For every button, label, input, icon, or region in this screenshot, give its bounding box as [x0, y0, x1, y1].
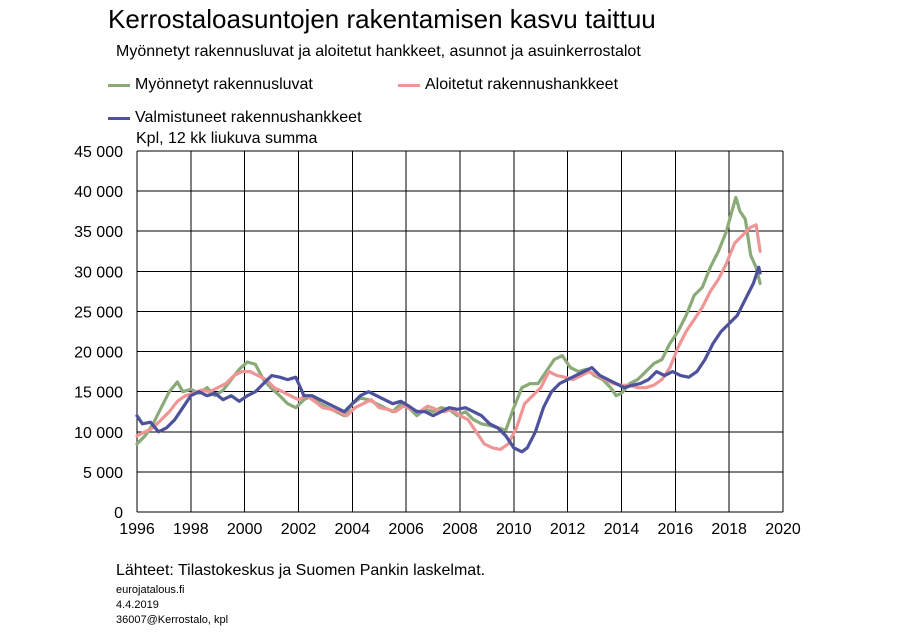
x-tick-label: 2002 — [281, 521, 317, 538]
x-tick-label: 2000 — [227, 521, 263, 538]
site-text: eurojatalous.fi — [116, 584, 185, 596]
y-tick-label: 5 000 — [83, 465, 123, 482]
y-tick-label: 45 000 — [74, 144, 123, 161]
legend-item-blue: Valmistuneet rakennushankkeet — [108, 107, 362, 129]
y-tick-label: 15 000 — [74, 385, 123, 402]
x-tick-label: 2020 — [765, 521, 801, 538]
x-tick-label: 1998 — [173, 521, 209, 538]
legend-item-pink: Aloitetut rakennushankkeet — [398, 74, 618, 96]
x-tick-label: 2006 — [388, 521, 424, 538]
legend-item-green: Myönnetyt rakennusluvat — [108, 74, 313, 96]
x-tick-label: 2010 — [496, 521, 532, 538]
series-line-2 — [135, 265, 762, 454]
y-tick-label: 20 000 — [74, 345, 123, 362]
x-tick-label: 2016 — [658, 521, 694, 538]
legend-swatch-pink — [398, 83, 420, 87]
series-line-1 — [135, 223, 762, 451]
chart-subtitle: Myönnetyt rakennusluvat ja aloitetut han… — [116, 43, 641, 60]
code-text: 36007@Kerrostalo, kpl — [116, 614, 229, 626]
x-tick-label: 2014 — [604, 521, 640, 538]
x-tick-label: 2004 — [335, 521, 371, 538]
y-tick-label: 0 — [114, 505, 123, 522]
x-tick-label: 2008 — [442, 521, 478, 538]
date-text: 4.4.2019 — [116, 599, 159, 611]
y-tick-label: 25 000 — [74, 304, 123, 321]
x-tick-label: 2018 — [711, 521, 747, 538]
legend-swatch-green — [108, 83, 130, 87]
series-line-0 — [135, 195, 762, 446]
y-tick-label: 10 000 — [74, 425, 123, 442]
legend-label-pink: Aloitetut rakennushankkeet — [425, 76, 619, 93]
x-tick-label: 2012 — [550, 521, 586, 538]
legend-swatch-blue — [108, 116, 130, 120]
source-note: Lähteet: Tilastokeskus ja Suomen Pankin … — [116, 562, 486, 579]
y-axis-label: Kpl, 12 kk liukuva summa — [136, 130, 318, 147]
y-tick-label: 30 000 — [74, 264, 123, 281]
x-tick-label: 1996 — [119, 521, 155, 538]
legend-label-blue: Valmistuneet rakennushankkeet — [135, 109, 362, 126]
y-tick-label: 35 000 — [74, 224, 123, 241]
chart-title: Kerrostaloasuntojen rakentamisen kasvu t… — [108, 4, 656, 34]
y-tick-label: 40 000 — [74, 184, 123, 201]
legend-label-green: Myönnetyt rakennusluvat — [135, 76, 313, 93]
